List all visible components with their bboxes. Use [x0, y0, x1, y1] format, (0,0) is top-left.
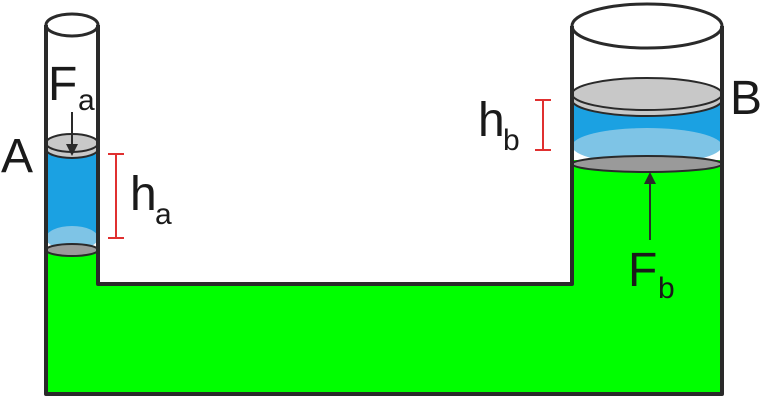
height-a-marker	[108, 153, 124, 239]
container-a-label: A	[1, 130, 33, 183]
force-b-subscript: b	[658, 272, 675, 305]
container-outline	[44, 25, 724, 396]
height-b-label: h	[478, 94, 505, 147]
fluid-top-b	[571, 155, 723, 173]
container-b-label: B	[730, 72, 762, 125]
height-a-label: h	[130, 168, 157, 221]
force-a-arrow	[66, 112, 78, 156]
tube-a-opening	[44, 12, 100, 38]
water-bottom-b	[572, 128, 722, 164]
force-b-arrow	[644, 172, 656, 240]
height-b-marker	[535, 99, 551, 151]
fluid-top-a	[45, 243, 99, 257]
piston-b	[571, 77, 723, 111]
force-a-subscript: a	[78, 84, 95, 117]
height-a-subscript: a	[155, 198, 172, 231]
water-column-a	[46, 148, 98, 238]
tube-b-opening	[570, 2, 724, 50]
force-b-label: F	[628, 244, 657, 297]
hydraulic-fluid	[46, 160, 722, 394]
force-a-label: F	[48, 58, 77, 111]
height-b-subscript: b	[503, 124, 520, 157]
